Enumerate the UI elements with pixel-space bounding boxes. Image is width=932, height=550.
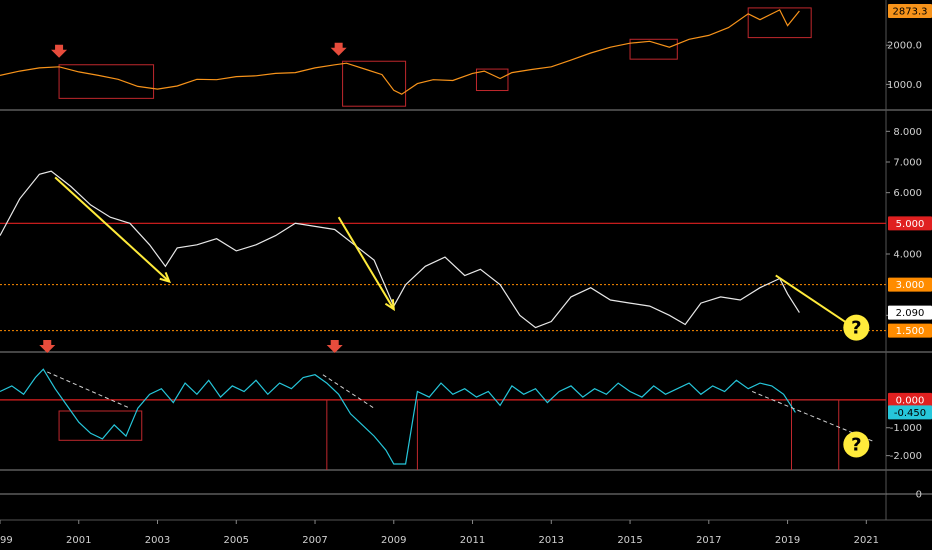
arrow-head xyxy=(384,299,395,312)
price-series-line xyxy=(0,9,800,95)
level-badge: 3.000 xyxy=(896,280,925,291)
highlight-box xyxy=(629,38,678,60)
level-badge-bg xyxy=(888,323,932,338)
x-tick-label: 2017 xyxy=(696,535,721,546)
y-tick-label: 1000.0 xyxy=(887,80,922,91)
highlight-box xyxy=(475,68,509,92)
oscillator-series-line xyxy=(0,368,796,465)
price-current-value-badge: 2873.3 xyxy=(893,6,928,17)
x-axis: 1999 2001 2003 2005 2007 2009 2011 2013 2015 2017… xyxy=(0,520,879,546)
question-badge-label: ? xyxy=(851,434,861,455)
question-badge-label: ? xyxy=(851,318,861,339)
level-badge-bg xyxy=(888,392,932,407)
panel-borders xyxy=(0,0,932,521)
price-current-value-badge-bg xyxy=(888,3,932,18)
annotations: ?? xyxy=(39,42,875,458)
dashed-trend-line xyxy=(47,371,131,409)
y-tick-label: 8.000 xyxy=(893,127,922,138)
question-badge xyxy=(843,431,870,458)
x-tick-label: 2005 xyxy=(224,535,249,546)
highlight-boxes xyxy=(58,7,812,441)
trend-arrow xyxy=(54,176,170,283)
oscillator-current-value-badge-bg xyxy=(888,405,932,420)
x-tick-label: 2003 xyxy=(145,535,170,546)
red-down-arrow-marker xyxy=(39,340,56,353)
value-badges: 2873.3 5.000 3.000 1.500 2.090 0.000 -0.450 xyxy=(888,3,932,420)
highlight-box xyxy=(747,7,812,39)
vertical-markers xyxy=(326,399,840,470)
x-tick-label: 2019 xyxy=(775,535,800,546)
series-lines xyxy=(0,9,800,465)
x-tick-label: 1999 xyxy=(0,535,13,546)
x-tick-label: 2001 xyxy=(66,535,91,546)
x-tick-label: 2007 xyxy=(302,535,327,546)
y-tick-label: 2000.0 xyxy=(887,41,922,52)
yield-current-value-badge: 2.090 xyxy=(896,308,925,319)
y-tick-label: -2.000 xyxy=(890,451,922,462)
highlight-box xyxy=(58,410,143,441)
trend-arrow xyxy=(775,274,859,332)
level-badge-bg xyxy=(888,216,932,231)
red-down-arrow-marker xyxy=(51,44,68,58)
x-tick-label: 2011 xyxy=(460,535,485,546)
yield-current-value-badge-bg xyxy=(888,305,932,320)
x-tick-label: 2009 xyxy=(381,535,406,546)
level-badge: 1.500 xyxy=(896,326,925,337)
arrow-head xyxy=(159,271,172,284)
x-tick-label: 2015 xyxy=(617,535,642,546)
red-down-arrow-marker xyxy=(330,42,347,56)
y-tick-label: 4.000 xyxy=(893,250,922,261)
highlight-box xyxy=(342,60,407,107)
dashed-trend-line xyxy=(322,374,375,409)
question-badge xyxy=(843,314,870,341)
red-down-arrow-marker xyxy=(326,340,343,353)
x-tick-label: 2013 xyxy=(539,535,564,546)
dashed-trend-line xyxy=(751,391,875,443)
level-badge: 0.000 xyxy=(896,395,925,406)
x-tick-label: 2021 xyxy=(854,535,879,546)
y-tick-label: 0 xyxy=(916,490,922,501)
highlight-box xyxy=(58,64,155,99)
level-badge: 5.000 xyxy=(896,219,925,230)
y-tick-label: 7.000 xyxy=(893,158,922,169)
oscillator-current-value-badge: -0.450 xyxy=(894,408,926,419)
y-tick-label: -1.000 xyxy=(890,423,922,434)
level-badge-bg xyxy=(888,277,932,292)
y-tick-label: 6.000 xyxy=(893,188,922,199)
yield-series-line xyxy=(0,170,800,329)
trend-arrow xyxy=(337,216,395,310)
horizontal-levels xyxy=(0,222,886,401)
